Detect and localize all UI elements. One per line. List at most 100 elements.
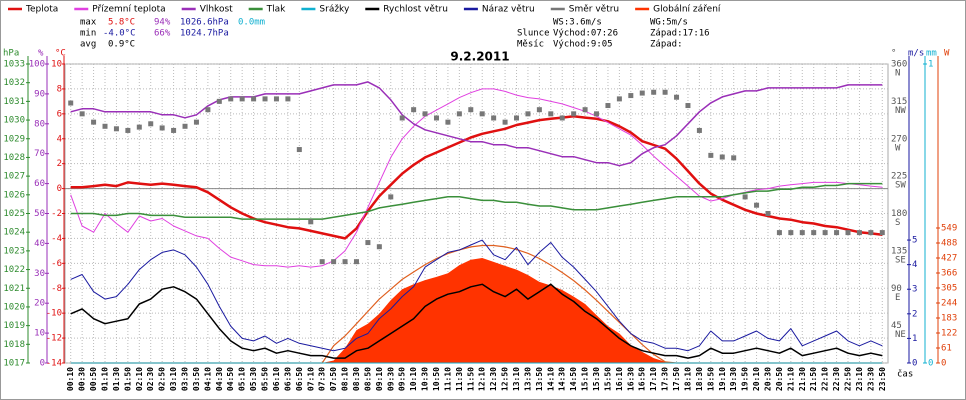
compass-label: E: [895, 293, 900, 303]
direction-point: [639, 90, 645, 96]
moon-info: Měsíc: [517, 40, 544, 50]
direction-point: [799, 230, 805, 236]
series-line: [70, 283, 883, 359]
direction-point: [536, 107, 542, 113]
direction-point: [262, 96, 268, 102]
compass-label: S: [895, 218, 900, 228]
x-tick-label: 17:50: [672, 367, 681, 391]
x-tick-label: 08:10: [341, 367, 350, 391]
y-tick-label: 8: [57, 84, 62, 94]
axis-unit: °C: [55, 49, 66, 59]
y-tick-label: 6: [57, 109, 62, 119]
axis-unit: °: [891, 49, 896, 59]
y-tick-label: 1019: [3, 321, 25, 331]
x-tick-label: 05:50: [261, 367, 270, 391]
y-tick-label: 40: [34, 239, 45, 249]
x-tick-label: 14:10: [546, 367, 555, 391]
direction-point: [388, 194, 394, 200]
wind-info: WS:3.6m/s: [553, 18, 602, 28]
stat-press: 1024.7hPa: [180, 29, 229, 39]
x-tick-label: 20:30: [763, 367, 772, 391]
compass-label: NW: [895, 106, 906, 116]
direction-point: [239, 96, 245, 102]
legend-label: Směr větru: [569, 5, 619, 15]
x-tick-label: 10:10: [409, 367, 418, 391]
x-tick-label: 19:30: [729, 367, 738, 391]
y-tick-label: 0: [941, 359, 946, 369]
y-tick-label: 244: [941, 299, 957, 309]
direction-point: [433, 115, 439, 121]
x-tick-label: 07:30: [318, 367, 327, 391]
direction-point: [868, 230, 874, 236]
y-tick-label: 1023: [3, 246, 25, 256]
x-tick-label: 22:50: [843, 367, 852, 391]
direction-point: [205, 107, 211, 113]
x-tick-label: 01:10: [101, 367, 110, 391]
direction-point: [479, 111, 485, 117]
x-tick-label: 08:50: [363, 367, 372, 391]
stat-label: avg: [80, 40, 96, 50]
wind-info: WG:5m/s: [650, 18, 688, 28]
direction-point: [285, 96, 291, 102]
direction-point: [136, 124, 142, 130]
x-tick-label: 14:50: [569, 367, 578, 391]
x-tick-label: 15:10: [581, 367, 590, 391]
x-tick-label: 21:50: [809, 367, 818, 391]
direction-point: [616, 96, 622, 102]
direction-point: [514, 115, 520, 121]
y-tick-label: 1020: [3, 302, 25, 312]
direction-point: [719, 154, 725, 160]
x-tick-label: 16:10: [615, 367, 624, 391]
direction-point: [456, 111, 462, 117]
direction-point: [353, 259, 359, 265]
stat-label: min: [80, 29, 96, 39]
y-tick-label: 1022: [3, 265, 25, 275]
compass-label: NE: [895, 330, 906, 340]
direction-point: [411, 107, 417, 113]
x-tick-label: 12:50: [501, 367, 510, 391]
y-tick-label: 0: [928, 359, 933, 369]
stat-rain: 0.0mm: [238, 18, 265, 28]
y-tick-label: 0: [40, 359, 45, 369]
y-tick-label: 100: [29, 60, 45, 70]
x-tick-label: 17:10: [649, 367, 658, 391]
y-tick-label: 1021: [3, 284, 25, 294]
axis-unit: hPa: [3, 49, 19, 59]
direction-point: [216, 98, 222, 104]
legend-label: Globální záření: [653, 5, 721, 15]
y-tick-label: 225: [891, 172, 907, 182]
y-tick-label: 90: [891, 284, 902, 294]
direction-point: [468, 107, 474, 113]
axis-unit: m/s: [908, 49, 924, 59]
x-tick-label: 23:30: [866, 367, 875, 391]
stat-hum: 94%: [154, 18, 171, 28]
legend-label: Vlhkost: [200, 5, 233, 15]
y-tick-label: 1: [912, 334, 917, 344]
legend-label: Náraz větru: [482, 5, 535, 15]
compass-label: W: [895, 143, 901, 153]
moon-info: Východ:9:05: [553, 40, 613, 50]
y-tick-label: 4: [912, 260, 917, 270]
x-tick-label: 19:50: [741, 367, 750, 391]
y-tick-label: 1018: [3, 340, 25, 350]
y-tick-label: -14: [46, 359, 62, 369]
direction-point: [365, 240, 371, 246]
x-tick-label: 09:10: [375, 367, 384, 391]
x-tick-label: 10:50: [432, 367, 441, 391]
direction-point: [582, 107, 588, 113]
direction-point: [811, 230, 817, 236]
x-tick-label: 00:30: [78, 367, 87, 391]
direction-point: [856, 230, 862, 236]
x-tick-label: 04:10: [203, 367, 212, 391]
y-tick-label: 135: [891, 246, 907, 256]
y-tick-label: -6: [51, 259, 62, 269]
direction-point: [399, 115, 405, 121]
compass-label: SW: [895, 181, 906, 191]
direction-point: [754, 202, 760, 208]
legend-label: Srážky: [319, 5, 350, 15]
x-tick-label: 03:50: [192, 367, 201, 391]
stats: max 5.8°C 94% 1026.6hPa 0.0mm min -4.0°C…: [80, 18, 710, 50]
series-line: [70, 182, 883, 220]
direction-point: [696, 127, 702, 133]
